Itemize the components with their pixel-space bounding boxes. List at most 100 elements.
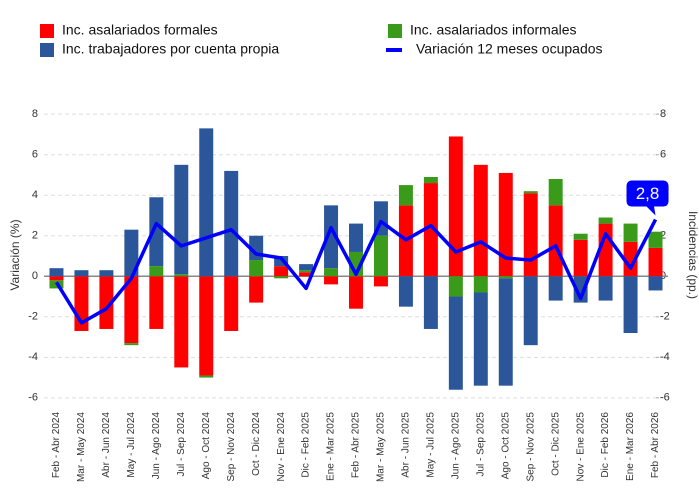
y-tick-label: -6 (28, 392, 38, 404)
bar (49, 268, 64, 277)
bar (174, 164, 189, 275)
bar (149, 276, 164, 329)
bar (49, 276, 64, 281)
y-tick-label: 2 (32, 230, 38, 242)
bar (498, 278, 513, 386)
bar (523, 191, 538, 194)
x-tick-label: Dic - Feb 2025 (301, 412, 312, 478)
y-tick-label: 4 (32, 189, 38, 201)
bar (299, 270, 314, 273)
x-tick-label: Sep - Nov 2025 (525, 412, 536, 482)
bar (224, 170, 239, 277)
y-tick-label: -2 (28, 311, 38, 323)
bar (324, 276, 339, 285)
x-tick-label: Oct - Dic 2024 (251, 412, 262, 476)
bar (548, 205, 563, 277)
y2-axis-title: Incidencias (pp.) (686, 211, 699, 299)
y-tick-label: 6 (32, 149, 38, 161)
bar (573, 276, 588, 303)
x-tick-label: Nov - Ene 2024 (276, 412, 287, 482)
bar (174, 274, 189, 277)
x-tick-label: May - Jul 2025 (426, 412, 437, 478)
bar (598, 276, 613, 301)
x-tick-label: Abr - Jun 2024 (101, 412, 112, 478)
bar (548, 179, 563, 206)
bar (648, 231, 663, 248)
x-tick-label: Feb - Abr 2025 (351, 412, 362, 479)
bar (124, 276, 139, 344)
bar (423, 183, 438, 277)
bar (648, 247, 663, 277)
bar (324, 268, 339, 277)
bar (149, 197, 164, 267)
bar (398, 185, 413, 206)
x-tick-label: Jun - Ago 2025 (450, 412, 461, 480)
x-tick-label: Ago - Oct 2025 (500, 412, 511, 480)
bar (199, 375, 214, 378)
x-tick-label: Oct - Dic 2025 (550, 412, 561, 476)
bar (274, 266, 289, 277)
x-tick-label: Jul - Sep 2025 (475, 412, 486, 477)
bar (623, 241, 638, 277)
legend-swatch (40, 43, 54, 57)
bar (174, 276, 189, 368)
bar (448, 276, 463, 297)
bar (523, 193, 538, 277)
bar (448, 136, 463, 277)
x-tick-label: Mar - May 2024 (76, 412, 87, 482)
x-tick-label: Ene - Mar 2026 (625, 412, 636, 481)
bar (573, 233, 588, 240)
data-label: 2,8 (636, 184, 660, 203)
y-tick-label: -4 (28, 351, 38, 363)
bar (423, 276, 438, 329)
bar (423, 176, 438, 184)
bar (373, 235, 388, 277)
legend-label: Inc. asalariados formales (62, 22, 218, 38)
bar (274, 276, 289, 279)
bar (448, 296, 463, 390)
line (54, 218, 658, 325)
bar (473, 164, 488, 277)
bar (149, 266, 164, 277)
x-tick-label: Ago - Oct 2024 (201, 412, 212, 480)
bar (299, 264, 314, 271)
label-box (626, 180, 669, 207)
x-tick-label: Dic - Feb 2026 (600, 412, 611, 478)
x-tick-label: Sep - Nov 2024 (226, 412, 237, 482)
bar (249, 276, 264, 303)
y2-tick-label: -6 (660, 392, 670, 404)
y2-tick-label: 2 (660, 230, 666, 242)
x-tick-label: Abr - Jun 2025 (401, 412, 412, 478)
bar (324, 205, 339, 269)
legend-label: Variación 12 meses ocupados (416, 41, 603, 57)
bar (498, 276, 513, 279)
bar (199, 276, 214, 376)
x-tick-label: Feb - Abr 2024 (51, 412, 62, 479)
legend-label: Inc. trabajadores por cuenta propia (62, 41, 279, 57)
x-tick-label: Ene - Mar 2025 (326, 412, 337, 481)
y2-tick-label: 6 (660, 149, 666, 161)
bar (274, 256, 289, 267)
bar (373, 276, 388, 287)
x-tick-label: Mar - May 2025 (376, 412, 387, 482)
bar (199, 128, 214, 277)
bar (224, 276, 239, 331)
bar (598, 217, 613, 224)
bar (249, 260, 264, 277)
bar (74, 270, 89, 277)
bar (498, 172, 513, 277)
y-axis-title: Variación (%) (8, 219, 22, 290)
bar (473, 276, 488, 293)
bar (398, 276, 413, 307)
bar (124, 229, 139, 277)
x-tick-label: Jun - Ago 2024 (151, 412, 162, 480)
bar (573, 239, 588, 277)
legend-swatch (40, 24, 54, 38)
bar (623, 223, 638, 242)
y-tick-label: 8 (32, 108, 38, 120)
bar (99, 276, 114, 329)
y2-tick-label: -4 (660, 351, 670, 363)
y2-tick-label: 8 (660, 108, 666, 120)
bar (99, 270, 114, 277)
